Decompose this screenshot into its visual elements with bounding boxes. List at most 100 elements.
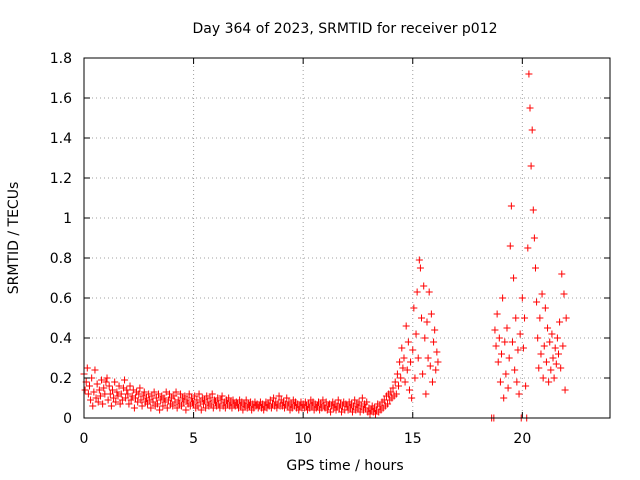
- data-point: [148, 392, 156, 400]
- data-point: [537, 350, 545, 358]
- data-point: [136, 384, 144, 392]
- data-point: [549, 354, 557, 362]
- data-point: [541, 304, 549, 312]
- data-point: [197, 406, 205, 414]
- y-tick-label: 1.6: [50, 91, 72, 107]
- data-point: [552, 360, 560, 368]
- data-point: [194, 402, 202, 410]
- data-point: [538, 290, 546, 298]
- data-point: [103, 374, 111, 382]
- data-point: [398, 344, 406, 352]
- data-point: [122, 394, 130, 402]
- data-point: [434, 358, 442, 366]
- data-point: [140, 388, 148, 396]
- data-point: [495, 334, 503, 342]
- data-point: [425, 288, 433, 296]
- data-point: [104, 396, 112, 404]
- data-point: [275, 392, 283, 400]
- data-point: [111, 378, 119, 386]
- data-point: [506, 242, 514, 250]
- data-point: [433, 348, 441, 356]
- data-point: [519, 344, 527, 352]
- data-point: [117, 390, 125, 398]
- data-point: [85, 382, 93, 390]
- data-point: [400, 354, 408, 362]
- data-point: [112, 398, 120, 406]
- data-point: [191, 392, 199, 400]
- data-point: [428, 378, 436, 386]
- data-point: [544, 324, 552, 332]
- data-point: [126, 382, 134, 390]
- data-point: [393, 370, 401, 378]
- data-point: [152, 394, 160, 402]
- data-point: [529, 206, 537, 214]
- data-point: [351, 396, 359, 404]
- data-point: [190, 400, 198, 408]
- data-point: [528, 126, 536, 134]
- data-point: [178, 402, 186, 410]
- data-point: [401, 378, 409, 386]
- x-axis-label: GPS time / hours: [286, 458, 403, 474]
- data-point: [426, 362, 434, 370]
- data-point: [416, 264, 424, 272]
- data-point: [239, 406, 247, 414]
- data-point: [554, 350, 562, 358]
- data-point: [208, 390, 216, 398]
- data-point: [504, 384, 512, 392]
- data-point: [545, 378, 553, 386]
- x-tick-labels: 0 5 10 15 20: [80, 431, 532, 447]
- data-point: [102, 378, 110, 386]
- data-point: [407, 358, 415, 366]
- y-tick-label: 1: [63, 211, 72, 227]
- data-point: [206, 394, 214, 402]
- data-point: [510, 274, 518, 282]
- data-point: [513, 378, 521, 386]
- data-point: [127, 396, 135, 404]
- data-point: [392, 390, 400, 398]
- data-point: [498, 350, 506, 358]
- data-point: [106, 390, 114, 398]
- axis-ticks: [83, 57, 610, 419]
- data-point: [107, 402, 115, 410]
- data-point: [524, 244, 532, 252]
- data-point: [130, 404, 138, 412]
- data-point: [512, 314, 520, 322]
- data-point: [283, 394, 291, 402]
- data-point: [491, 326, 499, 334]
- data-point: [515, 390, 523, 398]
- data-point: [183, 396, 191, 404]
- data-point: [424, 354, 432, 362]
- data-point: [507, 202, 515, 210]
- data-point: [533, 298, 541, 306]
- data-point: [419, 370, 427, 378]
- data-point: [548, 330, 556, 338]
- data-point: [144, 400, 152, 408]
- data-point: [110, 394, 118, 402]
- data-point: [121, 376, 129, 384]
- data-point: [100, 384, 108, 392]
- data-point: [174, 396, 182, 404]
- y-tick-label: 1.2: [50, 171, 72, 187]
- data-point: [105, 382, 113, 390]
- x-tick-label: 20: [513, 431, 531, 447]
- data-point: [221, 404, 229, 412]
- data-point: [170, 392, 178, 400]
- data-point: [405, 386, 413, 394]
- data-point: [505, 354, 513, 362]
- data-point: [420, 282, 428, 290]
- data-point: [99, 400, 107, 408]
- data-point: [560, 290, 568, 298]
- y-tick-label: 1.8: [50, 51, 72, 67]
- data-point: [492, 342, 500, 350]
- data-point: [389, 384, 397, 392]
- data-point: [522, 382, 530, 390]
- data-point: [531, 264, 539, 272]
- data-point: [113, 388, 121, 396]
- data-point: [414, 354, 422, 362]
- data-point: [225, 394, 233, 402]
- data-point: [195, 390, 203, 398]
- data-point: [558, 270, 566, 278]
- data-point: [138, 402, 146, 410]
- y-tick-label: 0.2: [50, 371, 72, 387]
